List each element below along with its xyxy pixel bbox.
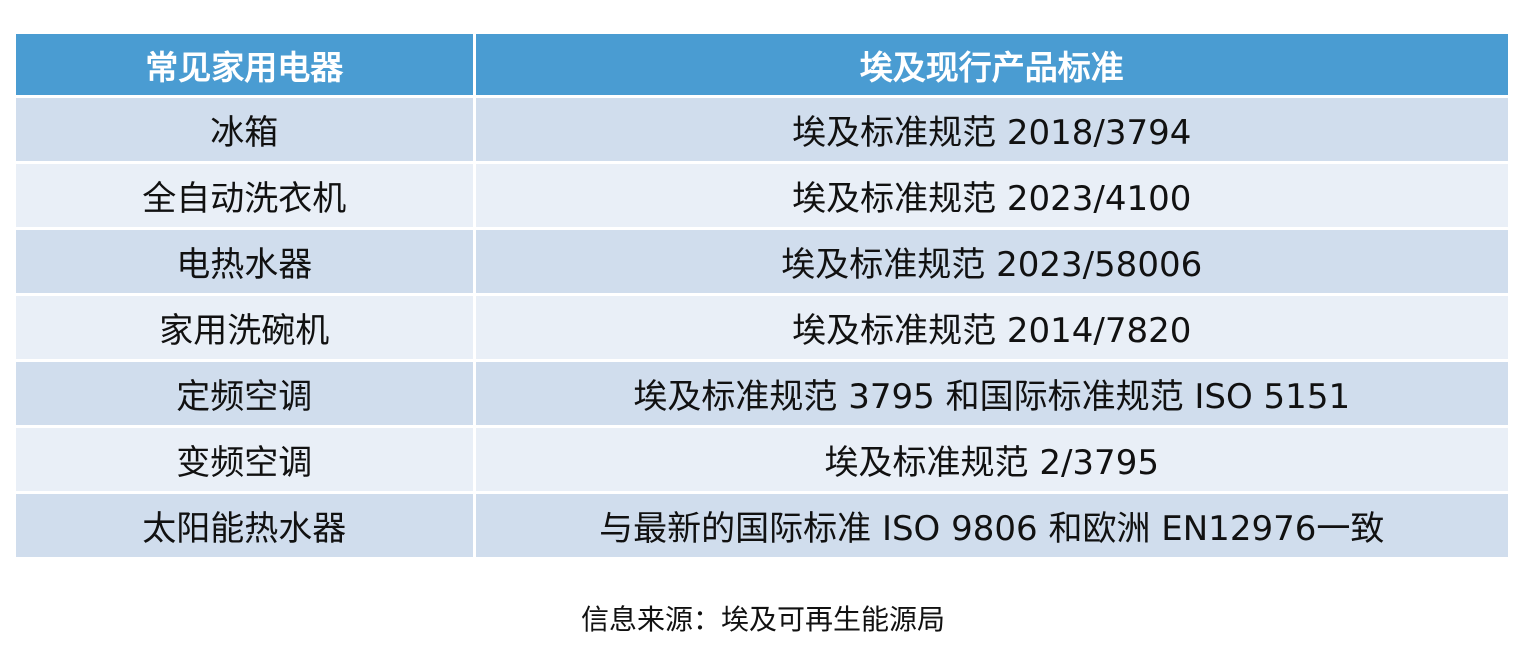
table-row: 家用洗碗机 埃及标准规范 2014/7820 (16, 294, 1508, 362)
standard-cell: 埃及标准规范 2023/4100 (474, 162, 1508, 230)
table-body: 冰箱 埃及标准规范 2018/3794 全自动洗衣机 埃及标准规范 2023/4… (16, 96, 1508, 560)
appliance-cell: 全自动洗衣机 (16, 162, 476, 230)
standard-cell: 埃及标准规范 2/3795 (474, 426, 1508, 494)
source-note: 信息来源：埃及可再生能源局 (580, 603, 945, 636)
standard-cell: 埃及标准规范 2023/58006 (474, 228, 1508, 296)
appliance-cell: 太阳能热水器 (16, 492, 476, 560)
appliance-standards-table: 常见家用电器 埃及现行产品标准 冰箱 埃及标准规范 2018/3794 全自动洗… (16, 34, 1508, 560)
standard-cell: 埃及标准规范 3795 和国际标准规范 ISO 5151 (474, 360, 1508, 428)
table-row: 定频空调 埃及标准规范 3795 和国际标准规范 ISO 5151 (16, 360, 1508, 428)
table-row: 冰箱 埃及标准规范 2018/3794 (16, 96, 1508, 164)
appliance-cell: 电热水器 (16, 228, 476, 296)
table-row: 变频空调 埃及标准规范 2/3795 (16, 426, 1508, 494)
standard-cell: 埃及标准规范 2018/3794 (474, 96, 1508, 164)
table-row: 电热水器 埃及标准规范 2023/58006 (16, 228, 1508, 296)
header-standard: 埃及现行产品标准 (474, 34, 1508, 98)
appliance-cell: 定频空调 (16, 360, 476, 428)
appliance-cell: 变频空调 (16, 426, 476, 494)
standard-cell: 与最新的国际标准 ISO 9806 和欧洲 EN12976一致 (474, 492, 1508, 560)
header-row: 常见家用电器 埃及现行产品标准 (16, 34, 1508, 98)
table-header: 常见家用电器 埃及现行产品标准 (16, 34, 1508, 98)
appliance-cell: 冰箱 (16, 96, 476, 164)
header-appliance: 常见家用电器 (16, 34, 476, 98)
table-row: 全自动洗衣机 埃及标准规范 2023/4100 (16, 162, 1508, 230)
standard-cell: 埃及标准规范 2014/7820 (474, 294, 1508, 362)
appliance-cell: 家用洗碗机 (16, 294, 476, 362)
table-row: 太阳能热水器 与最新的国际标准 ISO 9806 和欧洲 EN12976一致 (16, 492, 1508, 560)
